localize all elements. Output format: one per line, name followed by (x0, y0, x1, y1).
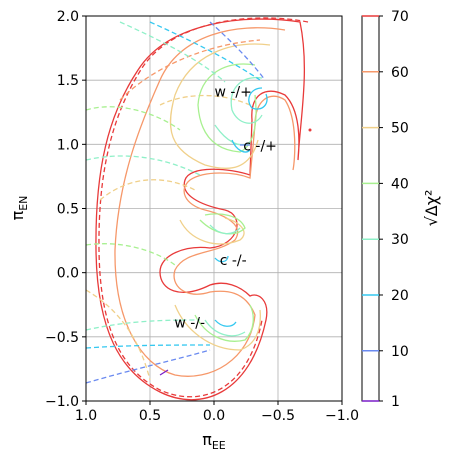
colorbar-tick-label: 60 (391, 65, 409, 81)
contour-20 (214, 87, 268, 327)
y-axis-label-sub: EN (17, 196, 30, 211)
colorbar-tick-label: 50 (391, 121, 409, 137)
y-axis-ticks: −1.0 −0.5 0.0 0.5 1.0 1.5 2.0 (45, 9, 86, 410)
contour-30-dashed (86, 21, 226, 331)
y-tick-label: 0.0 (57, 266, 79, 282)
contour-50 (169, 43, 271, 351)
annotation-label: c -/- (220, 253, 247, 269)
contour-20-dashed (86, 21, 261, 349)
x-axis-ticks: 1.0 0.5 0.0 −0.5 −1.0 (75, 401, 359, 424)
y-tick-label: 1.0 (57, 137, 79, 153)
y-axis-label: πEN (8, 196, 30, 221)
colorbar-tick-label: 10 (391, 344, 409, 360)
contour-70-island (308, 128, 312, 132)
x-axis-label: πEE (202, 430, 226, 452)
annotation-label: c -/+ (243, 139, 277, 155)
contour-40-dashed (86, 106, 181, 266)
colorbar-box (361, 15, 380, 402)
y-tick-label: −1.0 (45, 394, 79, 410)
colorbar-tick-label: 1 (391, 394, 400, 410)
contour-60 (114, 27, 296, 377)
colorbar-tick-label: 30 (391, 232, 409, 248)
x-axis-label-sub: EE (212, 439, 226, 452)
contour-70-solid (95, 18, 306, 401)
contour-10-dashed (86, 21, 266, 384)
annotation-label: w -/- (174, 316, 205, 332)
x-tick-label: 0.5 (139, 408, 161, 424)
y-tick-label: 2.0 (57, 9, 79, 25)
x-tick-label: 1.0 (75, 408, 97, 424)
colorbar-tick-label: 20 (391, 288, 409, 304)
x-tick-label: 0.0 (203, 408, 225, 424)
y-tick-label: 1.5 (57, 73, 79, 89)
y-tick-label: 0.5 (57, 202, 79, 218)
x-tick-label: −1.0 (325, 408, 359, 424)
colorbar-tick-label: 70 (391, 9, 409, 25)
contour-70-dashed (98, 17, 309, 398)
y-tick-label: −0.5 (45, 330, 79, 346)
contour-40 (194, 63, 257, 342)
colorbar-label: √Δχ² (422, 190, 441, 227)
x-tick-label: −0.5 (261, 408, 295, 424)
colorbar-tick-label: 40 (391, 176, 409, 192)
annotations: w -/+ c -/+ c -/- w -/- (174, 85, 277, 332)
annotation-label: w -/+ (214, 85, 251, 101)
contour-1 (159, 369, 169, 376)
colorbar: 1 10 20 30 40 50 60 70 √Δχ² (361, 9, 441, 410)
